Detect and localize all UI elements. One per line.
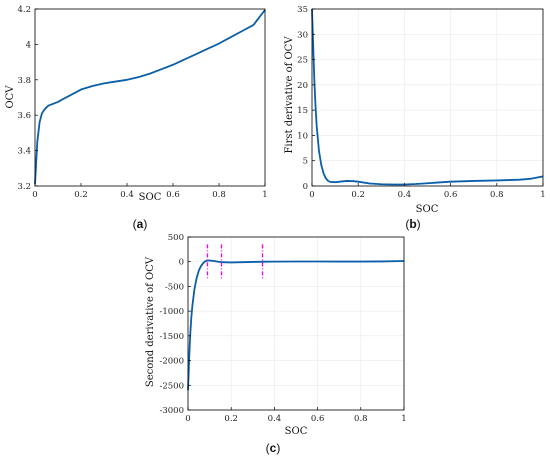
panel-c-markers [206,244,264,280]
panel-b-label: (b) [405,217,420,231]
panel-a-y-tick-label: 3.2 [17,182,31,192]
panel-c-x-ticks: 0 0.2 0.4 0.6 0.8 1 [185,407,407,424]
panel-c-y-tick-label: -500 [165,282,184,292]
panel-a-x-tick-label: 0.8 [212,190,226,200]
panel-c-y-tick-label: -1000 [159,307,184,317]
panel-c-x-tick-label: 0.8 [354,414,368,424]
panel-b: 0 0.2 0.4 0.6 0.8 1 0 5 10 15 20 25 30 35 SOC First … [284,5,546,231]
panel-a-curves [34,9,266,185]
panel-b-y-tick-label: 5 [303,157,308,167]
panel-a-y-axis-label: OCV [5,85,16,109]
panel-c-y-ticks: 500 0 -500 -1000 -1500 -2000 -2500 -3000 [159,233,191,416]
panel-b-y-tick-label: 10 [297,131,308,141]
panel-c-grid [187,236,405,411]
panel-b-frame [311,8,544,187]
panel-a-frame [34,8,266,187]
panel-c-y-tick-label: -2000 [159,357,184,367]
panel-a-series-line [34,9,266,185]
panel-a-x-ticks: 0 0.2 0.4 0.6 0.8 1 [32,183,268,200]
panel-b-series-line [311,8,544,186]
panel-c-frame [187,236,405,411]
panel-b-x-tick-label: 1 [540,190,545,200]
panel-b-x-tick-label: 0.2 [351,190,365,200]
panel-a-label: (a) [133,217,148,231]
panel-a-x-tick-label: 0.2 [74,190,88,200]
panel-a-y-tick-label: 4.2 [17,5,31,15]
panel-b-x-tick-label: 0 [309,190,314,200]
panel-a-x-tick-label: 0 [32,190,37,200]
panel-b-y-tick-label: 30 [297,30,308,40]
panel-b-y-tick-label: 35 [297,5,308,15]
panel-c-y-tick-label: -1500 [159,332,184,342]
panel-b-label-letter: b [409,217,416,231]
panel-a-x-tick-label: 0.6 [166,190,180,200]
panel-c-x-tick-label: 0.4 [268,414,282,424]
panel-c-y-tick-label: -2500 [159,381,184,391]
panel-c-x-tick-label: 1 [401,414,406,424]
panel-c-label-letter: c [270,441,277,455]
panel-c-series-line [187,259,405,391]
panel-b-x-ticks: 0 0.2 0.4 0.6 0.8 1 [309,183,546,200]
panel-b-y-axis-label: First derivative of OCV [284,36,295,154]
panel-a-label-letter: a [137,217,144,231]
panel-a-y-tick-label: 3.6 [17,111,31,121]
panel-b-x-tick-label: 0.8 [490,190,504,200]
panel-c-y-tick-label: -3000 [159,406,184,416]
panel-c-x-tick-label: 0.2 [224,414,238,424]
panel-c-y-tick-label: 0 [179,258,184,268]
panel-c-y-axis-label: Second derivative of OCV [145,256,156,387]
panel-a-y-tick-label: 4 [26,40,31,50]
panel-b-y-tick-label: 15 [297,106,308,116]
panel-a-x-tick-label: 0.4 [120,190,134,200]
panel-c-x-tick-label: 0 [185,414,190,424]
panel-b-curves [311,8,544,186]
panel-b-y-tick-label: 25 [297,56,308,66]
panel-b-x-tick-label: 0.4 [398,190,412,200]
panel-a-x-axis-label: SOC [139,192,162,203]
panel-c-curves [187,259,405,391]
panel-a-x-tick-label: 1 [262,190,267,200]
panel-c-label: (c) [266,441,281,455]
panel-b-y-tick-label: 0 [303,182,308,192]
panel-c-y-tick-label: 500 [168,233,184,243]
panel-b-grid [311,8,544,187]
panel-c-x-axis-label: SOC [285,426,308,437]
panel-a-y-ticks: 3.2 3.4 3.6 3.8 4 4.2 [17,5,38,192]
panel-a-y-tick-label: 3.8 [17,76,31,86]
panel-c-x-tick-label: 0.6 [311,414,325,424]
panel-b-y-tick-label: 20 [297,81,308,91]
panel-b-x-tick-label: 0.6 [444,190,458,200]
panel-b-x-axis-label: SOC [416,204,439,215]
panel-b-y-ticks: 0 5 10 15 20 25 30 35 [297,5,315,192]
panel-c: 0 0.2 0.4 0.6 0.8 1 500 0 -500 -1000 -1500 -2000 -2… [145,233,407,455]
panel-a-y-tick-label: 3.4 [17,147,31,157]
panel-a: 0 0.2 0.4 0.6 0.8 1 3.23.43.63.844.2 SOC OCV … [5,5,268,231]
